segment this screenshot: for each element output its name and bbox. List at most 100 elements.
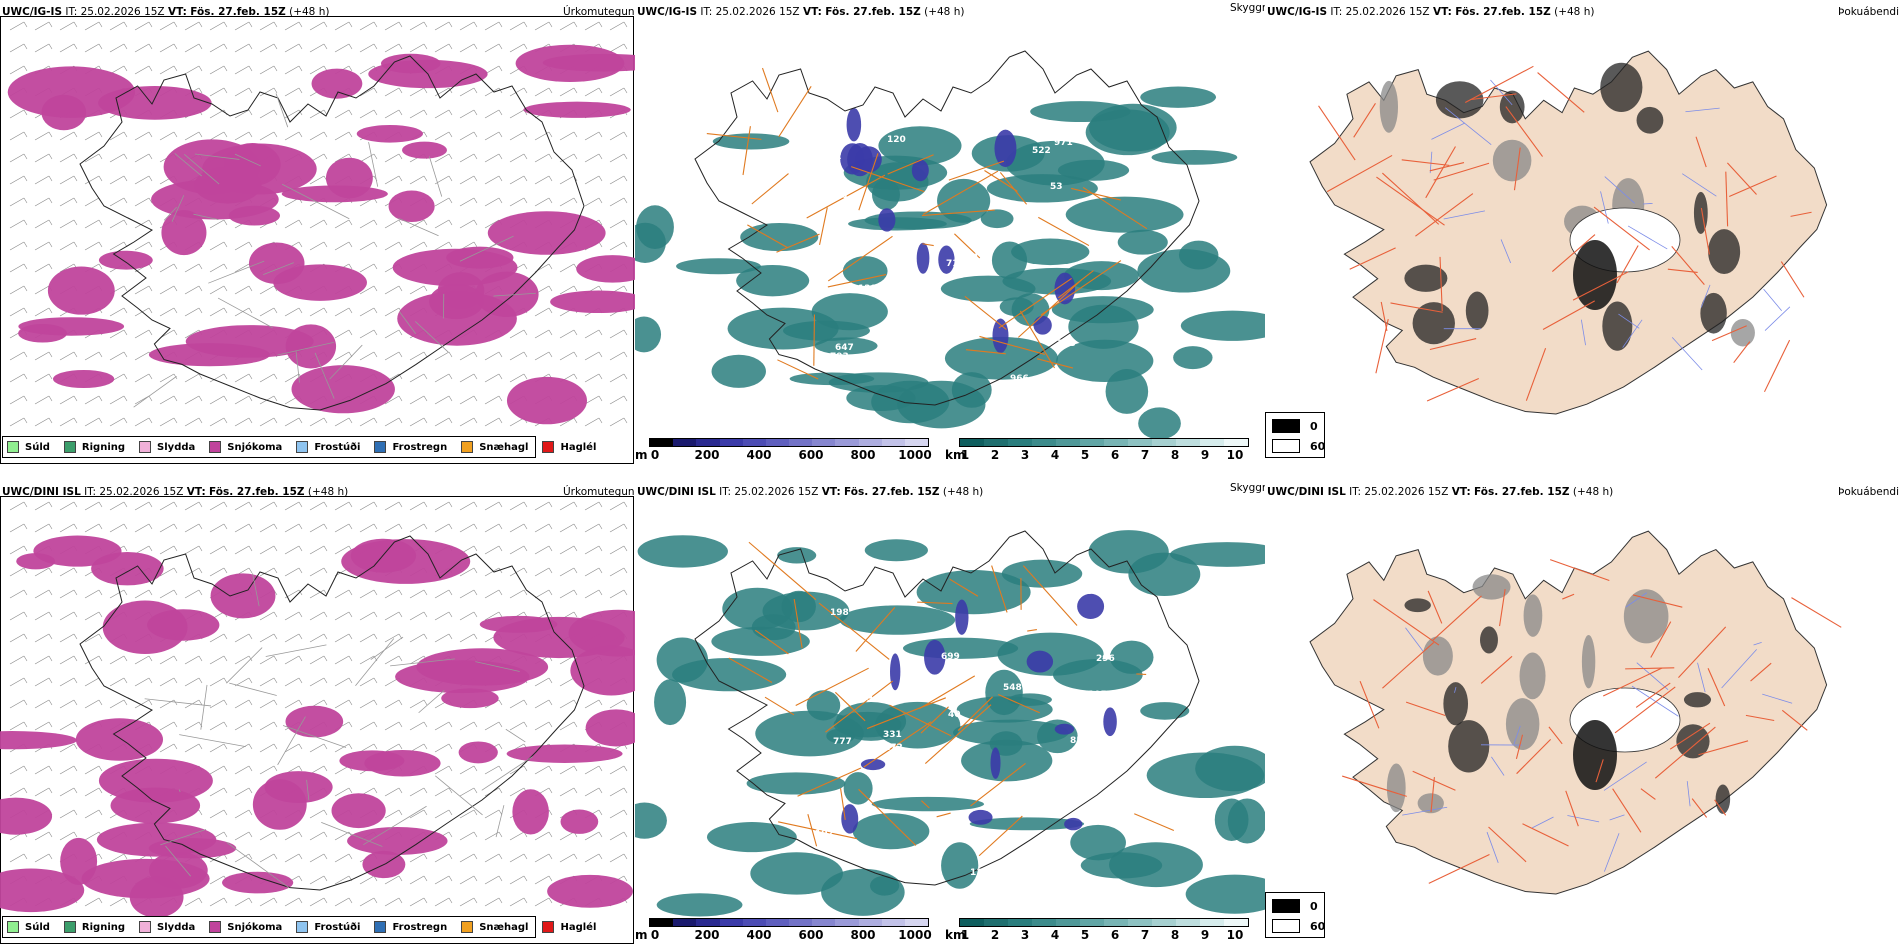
road	[398, 217, 439, 237]
station-label: 53	[1050, 182, 1063, 192]
wind-barb-flag	[123, 373, 128, 380]
road	[1382, 642, 1435, 689]
wind-barb	[484, 721, 500, 731]
wind-barb	[134, 175, 150, 185]
wind-barb-flag	[223, 809, 228, 816]
wind-barb	[34, 153, 50, 163]
road	[795, 667, 869, 706]
wind-barb	[209, 523, 225, 533]
wind-barb-flag	[373, 523, 378, 530]
wind-barb	[609, 787, 625, 797]
wind-barb	[409, 853, 425, 863]
wind-barb-flag	[223, 567, 228, 574]
wind-barb	[59, 699, 75, 709]
wind-barb-flag	[373, 633, 378, 640]
wind-barb	[459, 21, 475, 31]
wind-barb	[234, 43, 250, 53]
wind-barb-flag	[223, 743, 228, 750]
wind-barb-flag	[198, 395, 203, 402]
wind-barb	[559, 87, 575, 97]
low-visibility-area	[839, 605, 956, 635]
snowfall-area	[194, 166, 262, 204]
wind-barb	[34, 787, 50, 797]
wind-barb-flag	[598, 285, 603, 292]
colorbar-tick: 7	[1140, 448, 1150, 462]
wind-barb	[359, 611, 375, 621]
wind-barb-flag	[298, 241, 303, 248]
snowfall-area	[446, 246, 514, 269]
wind-barb	[59, 809, 75, 819]
wind-barb-flag	[473, 373, 478, 380]
wind-barb-flag	[473, 87, 478, 94]
legend-label: Snæhagl	[479, 921, 529, 933]
wind-barb	[384, 87, 400, 97]
wind-barb-flag	[473, 153, 478, 160]
wind-barb	[534, 897, 550, 907]
wind-barb	[109, 197, 125, 207]
wind-barb-flag	[548, 765, 553, 772]
road	[178, 789, 181, 793]
legend-item: Slydda	[139, 441, 195, 453]
wind-barb-flag	[598, 329, 603, 336]
wind-barb	[184, 655, 200, 665]
wind-barb-flag	[498, 831, 503, 838]
colorbar-segment	[742, 919, 766, 926]
wind-barb-flag	[498, 175, 503, 182]
wind-barb	[34, 263, 50, 273]
road	[495, 805, 505, 838]
fog-area	[1700, 292, 1727, 334]
low-visibility-area	[1180, 310, 1265, 341]
wind-barb	[584, 87, 600, 97]
wind-barb-flag	[548, 787, 553, 794]
wind-barb	[359, 523, 375, 533]
wind-barb	[609, 853, 625, 863]
wind-barb-flag	[398, 87, 403, 94]
wind-barb-flag	[623, 417, 628, 424]
wind-barb-flag	[73, 131, 78, 138]
road	[229, 682, 277, 696]
cloud-base-area	[968, 809, 993, 825]
wind-barb	[184, 545, 200, 555]
wind-barb	[359, 109, 375, 119]
wind-barb-flag	[148, 307, 153, 314]
wind-barb	[184, 523, 200, 533]
wind-barb	[434, 523, 450, 533]
low-visibility-area	[806, 690, 841, 721]
wind-barb-flag	[48, 417, 53, 424]
wind-barb-flag	[623, 589, 628, 596]
wind-barb	[534, 699, 550, 709]
wind-barb	[259, 611, 275, 621]
wind-barb-flag	[223, 633, 228, 640]
road	[827, 235, 893, 282]
wind-barb	[184, 131, 200, 141]
road	[1516, 738, 1552, 775]
station-label: 172	[973, 253, 992, 263]
wind-barb	[559, 831, 575, 841]
road	[459, 235, 514, 262]
wind-barb	[459, 589, 475, 599]
wind-barb	[284, 743, 300, 753]
wind-barb	[534, 589, 550, 599]
wind-barb-flag	[398, 523, 403, 530]
legend-label: Haglél	[560, 921, 597, 933]
wind-barb-flag	[448, 765, 453, 772]
fog-area	[1417, 793, 1444, 814]
wind-barb-flag	[198, 307, 203, 314]
wind-barb-flag	[223, 87, 228, 94]
wind-barb-flag	[123, 589, 128, 596]
wind-barb-flag	[498, 743, 503, 750]
wind-barb-flag	[498, 153, 503, 160]
road	[1612, 788, 1642, 833]
wind-barb	[459, 765, 475, 775]
wind-barb	[59, 633, 75, 643]
wind-barb	[109, 351, 125, 361]
wind-barb	[359, 65, 375, 75]
legend-label: Rigning	[81, 921, 126, 933]
colorbar-tick: 1	[960, 448, 970, 462]
low-visibility-area	[1185, 874, 1265, 914]
wind-barb	[459, 633, 475, 643]
fog-area	[1465, 291, 1489, 330]
wind-barb-flag	[223, 43, 228, 50]
wind-barb-flag	[173, 373, 178, 380]
low-visibility-area	[1140, 702, 1190, 720]
